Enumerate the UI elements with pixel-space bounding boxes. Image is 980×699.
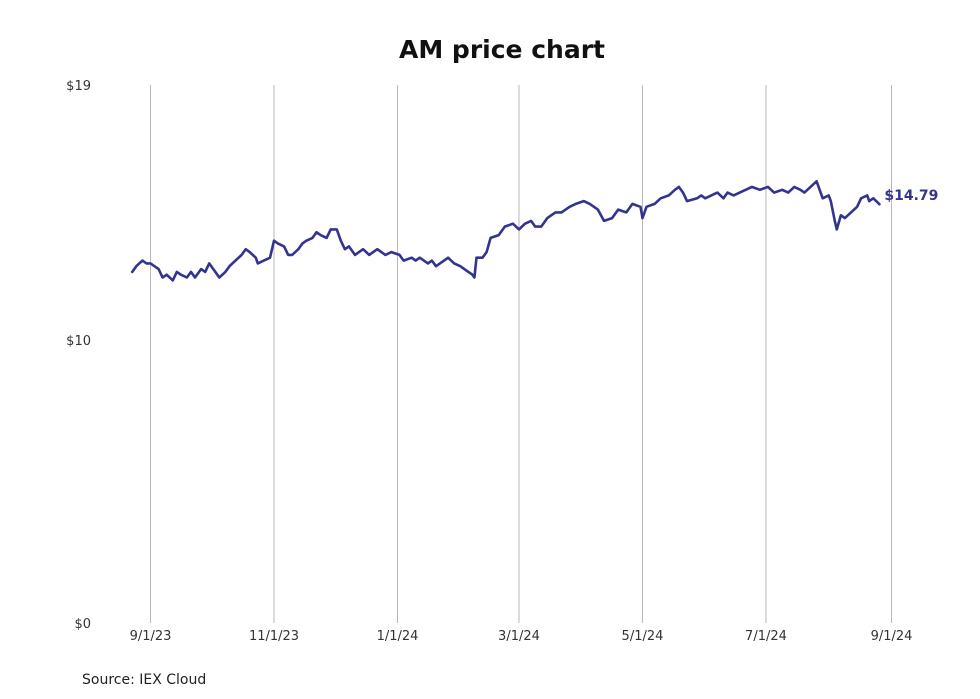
y-tick-label: $10: [66, 334, 91, 349]
x-tick-label: 1/1/24: [377, 629, 419, 644]
x-tick-label: 3/1/24: [498, 629, 540, 644]
x-tick-label: 11/1/23: [249, 629, 299, 644]
last-value-label: $14.79: [884, 188, 938, 204]
x-tick-label: 7/1/24: [745, 629, 787, 644]
y-tick-label: $0: [74, 617, 91, 632]
x-axis: 9/1/23 11/1/23 1/1/24 3/1/24 5/1/24 7/1/24 9/1…: [130, 629, 913, 644]
y-tick-label: $19: [66, 79, 91, 94]
source-note: Source: IEX Cloud: [82, 672, 206, 688]
grid-lines: [150, 85, 892, 623]
x-tick-label: 5/1/24: [622, 629, 664, 644]
chart-title: AM price chart: [399, 35, 605, 64]
plot-area: [131, 180, 881, 282]
series-line-am: [131, 180, 881, 282]
x-tick-label: 9/1/23: [130, 629, 172, 644]
x-tick-label: 9/1/24: [871, 629, 913, 644]
y-axis: $0 $10 $19: [66, 79, 91, 632]
